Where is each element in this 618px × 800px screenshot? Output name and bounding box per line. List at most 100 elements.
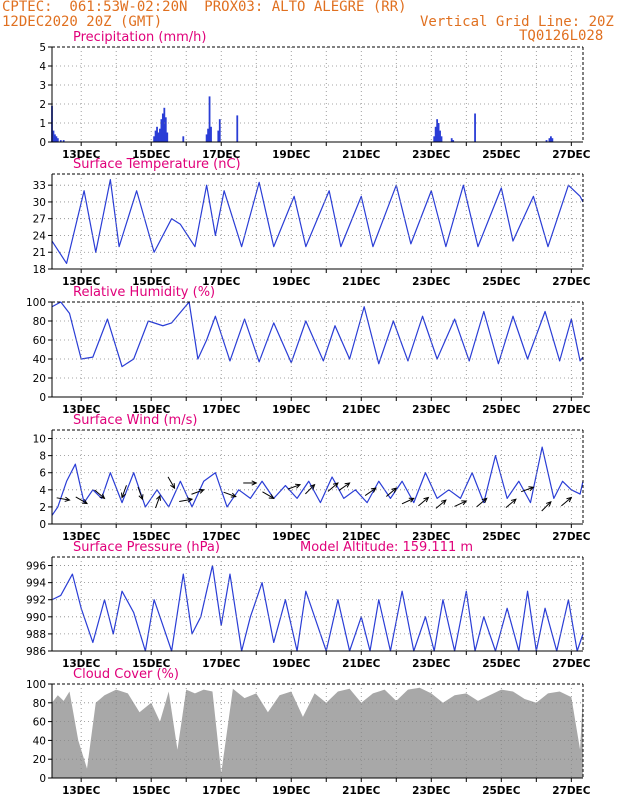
x-tick-label: 23DEC (412, 785, 451, 797)
wind-arrow (56, 496, 71, 502)
wind-arrow (521, 486, 535, 493)
pres-note: Model Altitude: 159.111 m (300, 540, 473, 555)
wind-arrow-head (99, 493, 106, 500)
wind-arrow-shaft (155, 495, 161, 509)
wind-arrow-shaft (418, 497, 429, 507)
x-tick-label: 15DEC (132, 785, 171, 797)
x-tick-label: 13DEC (62, 149, 101, 161)
precip-bar (157, 132, 160, 142)
x-tick-label: 17DEC (202, 531, 241, 543)
pres-line (51, 564, 584, 652)
wind-arrow-head (423, 496, 430, 503)
date-line: 12DEC2020 20Z (GMT) (2, 14, 163, 30)
station-line: CPTEC: 061:53W-02:20N PROX03: ALTO ALEGR… (2, 0, 407, 15)
x-tick-label: 23DEC (412, 531, 451, 543)
y-tick-label: 21 (33, 247, 46, 259)
wind-arrow-head (566, 496, 573, 503)
precip-bar (236, 115, 239, 142)
wind-arrow-shaft (505, 498, 517, 508)
x-tick-label: 17DEC (202, 658, 241, 670)
wind-arrow-shaft (454, 500, 467, 507)
x-tick-label: 15DEC (132, 149, 171, 161)
y-tick-label: 100 (26, 297, 46, 309)
wind-arrow (418, 496, 430, 507)
wind-arrow-head (481, 497, 488, 504)
y-tick-label: 80 (33, 698, 46, 710)
model-code: TQ0126L028 (519, 28, 604, 44)
wind-arrow (167, 476, 176, 490)
x-tick-label: 25DEC (482, 276, 521, 288)
wind-arrow (505, 498, 517, 508)
wind-arrow (137, 486, 144, 501)
wind-arrow-shaft (75, 496, 88, 504)
wind-arrow-shaft (56, 497, 70, 501)
precip-bar (160, 119, 163, 142)
x-tick-label: 21DEC (342, 276, 381, 288)
x-tick-label: 25DEC (482, 404, 521, 416)
x-tick-label: 27DEC (552, 149, 591, 161)
y-tick-label: 990 (26, 612, 46, 624)
wind-arrow-head (440, 499, 447, 505)
x-tick-label: 13DEC (62, 276, 101, 288)
wind-arrow-head (138, 494, 144, 501)
precip-bar (217, 130, 220, 142)
wind-arrow (179, 497, 194, 503)
precip-bar (218, 119, 221, 142)
x-tick-label: 27DEC (552, 531, 591, 543)
x-tick-label: 15DEC (132, 531, 171, 543)
x-tick-label: 25DEC (482, 785, 521, 797)
y-tick-label: 60 (33, 717, 46, 729)
y-tick-label: 18 (33, 264, 46, 276)
wind-arrow-head (408, 497, 415, 503)
y-tick-label: 1 (39, 118, 46, 130)
x-tick-label: 21DEC (342, 149, 381, 161)
precip-panel: Precipitation (mm/h) 0 1 2 3 4 5 13DEC 15DEC 17DE… (39, 30, 590, 161)
precip-bar (52, 130, 55, 142)
precip-title: Precipitation (mm/h) (73, 30, 206, 45)
x-tick-label: 23DEC (412, 658, 451, 670)
precip-bar (550, 136, 552, 142)
y-tick-label: 10 (33, 434, 46, 446)
wind-arrow-head (332, 482, 339, 488)
wind-arrow-head (156, 494, 161, 501)
wind-arrow-shaft (364, 487, 377, 496)
wind-arrow-shaft (262, 491, 274, 499)
rh-title: Relative Humidity (%) (73, 285, 215, 300)
y-tick-label: 40 (33, 354, 46, 366)
x-tick-label: 19DEC (272, 785, 311, 797)
x-tick-label: 23DEC (412, 149, 451, 161)
wind-arrow-head (546, 500, 552, 507)
cloud-title: Cloud Cover (%) (73, 667, 179, 682)
precip-bar (548, 138, 551, 142)
wind-arrow-head (81, 499, 89, 505)
wind-arrow-shaft (338, 482, 350, 491)
grid-line-info: Vertical Grid Line: 20Z (420, 14, 614, 30)
precip-bar (156, 126, 158, 142)
wind-arrow-head (528, 486, 535, 492)
precip-bar (545, 140, 548, 142)
x-tick-label: 19DEC (272, 276, 311, 288)
x-tick-label: 17DEC (202, 276, 241, 288)
precip-bar (54, 134, 56, 142)
x-tick-label: 13DEC (62, 785, 101, 797)
precip-bar (210, 126, 212, 142)
x-tick-label: 19DEC (272, 149, 311, 161)
wind-arrow (327, 482, 339, 492)
x-tick-label: 17DEC (202, 785, 241, 797)
x-tick-label: 27DEC (552, 404, 591, 416)
x-tick-label: 25DEC (482, 658, 521, 670)
x-tick-label: 15DEC (132, 404, 171, 416)
wind-arrow-shaft (287, 484, 301, 490)
x-tick-label: 23DEC (412, 276, 451, 288)
wind-arrow-head (251, 480, 258, 486)
wind-arrow-shaft (137, 486, 143, 500)
wind-arrow-head (64, 496, 71, 502)
y-tick-label: 27 (33, 214, 46, 226)
wind-arrow (385, 487, 398, 497)
y-tick-label: 994 (26, 578, 46, 590)
x-tick-label: 13DEC (62, 404, 101, 416)
x-tick-label: 15DEC (132, 658, 171, 670)
wind-arrow (287, 483, 302, 490)
x-tick-label: 27DEC (552, 276, 591, 288)
